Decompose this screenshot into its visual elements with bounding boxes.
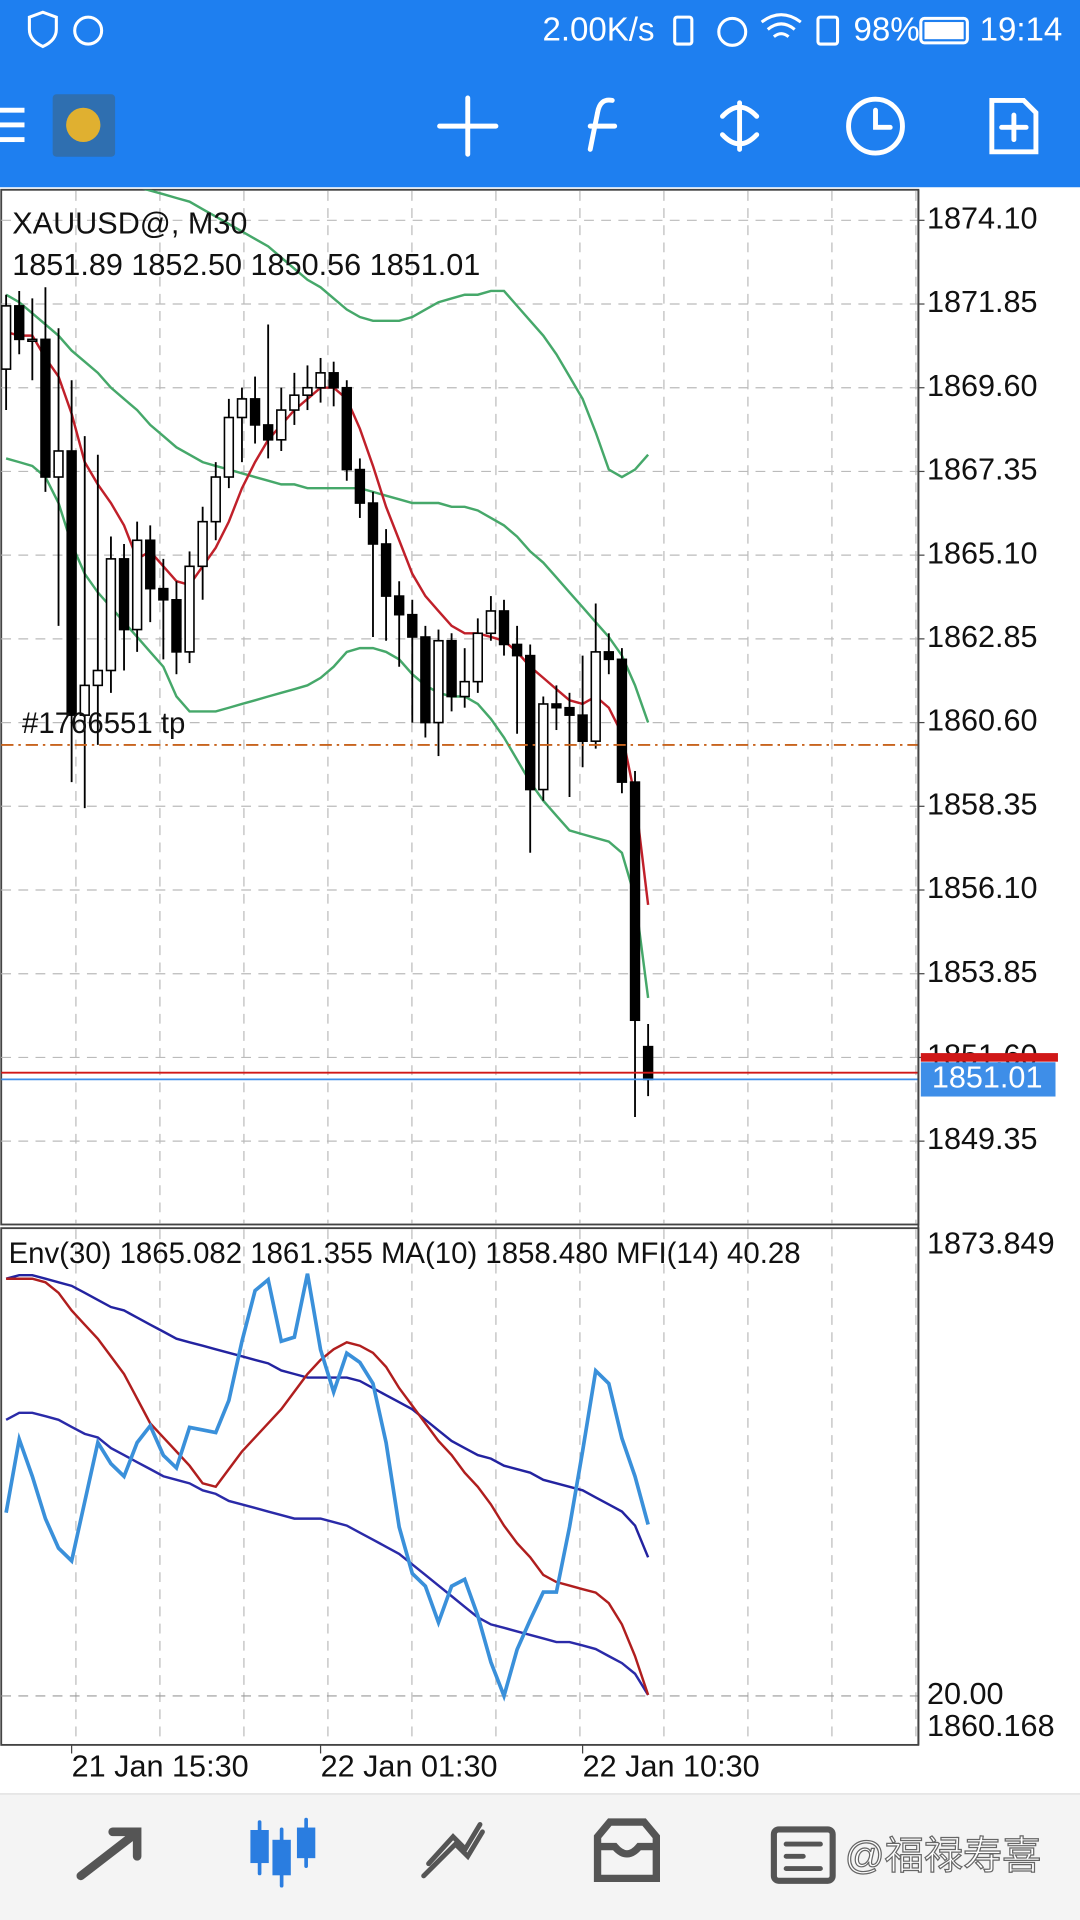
- y-tick-label: 1862.85: [927, 620, 1038, 654]
- indicator-line: [143, 189, 650, 479]
- y-tick-label: 1874.10: [927, 201, 1038, 235]
- y-tick-label: 1867.35: [927, 453, 1038, 487]
- candle-body: [577, 714, 588, 742]
- indicator-header: Env(30) 1865.082 1861.355 MA(10) 1858.48…: [9, 1237, 801, 1270]
- candle-body: [420, 636, 431, 724]
- candle-body: [118, 558, 130, 631]
- candle-body: [616, 658, 628, 783]
- candle-body: [210, 476, 221, 523]
- candle-body: [354, 468, 366, 504]
- indicator-line: [6, 1277, 650, 1696]
- toolbar-icons[interactable]: [437, 95, 1039, 157]
- candle-body: [511, 643, 523, 657]
- chart-title: XAUUSD@, M30: [12, 206, 247, 240]
- candle-body: [197, 520, 208, 568]
- x-tick-label: 21 Jan 15:30: [72, 1749, 249, 1783]
- y-tick-label: 1865.10: [927, 536, 1038, 570]
- candle-body: [249, 398, 261, 426]
- y-tick-label: 1853.85: [927, 955, 1038, 989]
- y-tick-label: 1869.60: [927, 369, 1038, 403]
- candle-body: [629, 781, 641, 1022]
- candle-body: [53, 450, 64, 478]
- indicator-line: [5, 293, 650, 723]
- level-label: #1766551 tp: [22, 707, 185, 740]
- candle-body: [446, 639, 457, 698]
- candle-body: [27, 338, 38, 342]
- candle-body: [105, 558, 117, 672]
- candle-body: [262, 424, 274, 441]
- y-tick-label: 1849.35: [927, 1122, 1038, 1156]
- y2-tick-label: 20.00: [927, 1677, 1004, 1711]
- candle-body: [184, 565, 195, 653]
- status-icons: [27, 10, 969, 49]
- candle-body: [367, 502, 379, 545]
- y-tick-label: 1871.85: [927, 285, 1038, 319]
- candle-body: [131, 539, 143, 631]
- candle-body: [66, 450, 77, 716]
- candle-body: [380, 543, 392, 597]
- bid-label: 1851.01: [932, 1060, 1043, 1094]
- ohlc-header: 1851.89 1852.50 1850.56 1851.01: [12, 248, 480, 282]
- candle-body: [564, 706, 575, 716]
- candle-body: [14, 305, 25, 341]
- net-speed: 2.00K/s: [542, 12, 654, 49]
- ask-badge: [920, 1053, 1058, 1062]
- candle-body: [603, 651, 615, 661]
- y-tick-label: 1856.10: [927, 871, 1038, 905]
- candle-body: [171, 599, 182, 653]
- bottom-nav: [0, 1793, 1080, 1920]
- candle-body: [472, 632, 484, 683]
- candle-body: [92, 669, 104, 687]
- candle-body: [328, 372, 339, 389]
- candle-body: [393, 595, 405, 616]
- bid-badge: [920, 1062, 1056, 1097]
- plot-layer: 1874.10 1871.85 1869.60 1867.35 1865.10 1862.…: [1, 189, 1058, 1783]
- candle-body: [341, 386, 352, 471]
- indicator-line: [4, 1273, 650, 1702]
- candle-body: [223, 416, 235, 478]
- candle-body: [551, 703, 562, 709]
- header-bg: [0, 0, 1080, 188]
- candle-body: [289, 394, 300, 411]
- x-tick-label: 22 Jan 01:30: [321, 1749, 498, 1783]
- candle-body: [538, 703, 549, 791]
- nav-icons[interactable]: [76, 1817, 836, 1888]
- candle-body: [145, 539, 156, 590]
- candle-body: [459, 680, 470, 698]
- indicator-line: [5, 1273, 650, 1558]
- candle-body: [315, 372, 326, 389]
- candle-body: [302, 386, 313, 396]
- watermark: @福禄寿喜: [845, 1835, 1041, 1878]
- candle-body: [1, 305, 12, 370]
- y-tick-label: 1860.60: [927, 704, 1038, 738]
- candle-body: [236, 398, 248, 419]
- indicator-line: [5, 330, 650, 906]
- y-tick-label: 1858.35: [927, 787, 1038, 821]
- candle-body: [433, 639, 444, 724]
- candle-body: [79, 684, 90, 716]
- candle-body: [642, 1045, 654, 1081]
- candle-body: [407, 613, 418, 638]
- indicator-line: [5, 1411, 650, 1696]
- candle-body: [40, 338, 51, 478]
- y-tick-label: 1860.168: [927, 1709, 1055, 1743]
- candle-body: [158, 587, 169, 601]
- candle-body: [276, 409, 287, 441]
- chart-bg: [0, 187, 1080, 1794]
- candle-body: [524, 654, 536, 791]
- candle-body: [485, 610, 497, 635]
- candle-body: [590, 651, 601, 742]
- app-logo: [66, 107, 101, 143]
- candle-body: [498, 610, 510, 646]
- x-tick-label: 22 Jan 10:30: [583, 1749, 760, 1783]
- battery: 98%: [853, 12, 919, 49]
- clock: 19:14: [980, 12, 1063, 49]
- menu-button[interactable]: [0, 107, 25, 143]
- y-tick-label: 1873.849: [927, 1226, 1055, 1260]
